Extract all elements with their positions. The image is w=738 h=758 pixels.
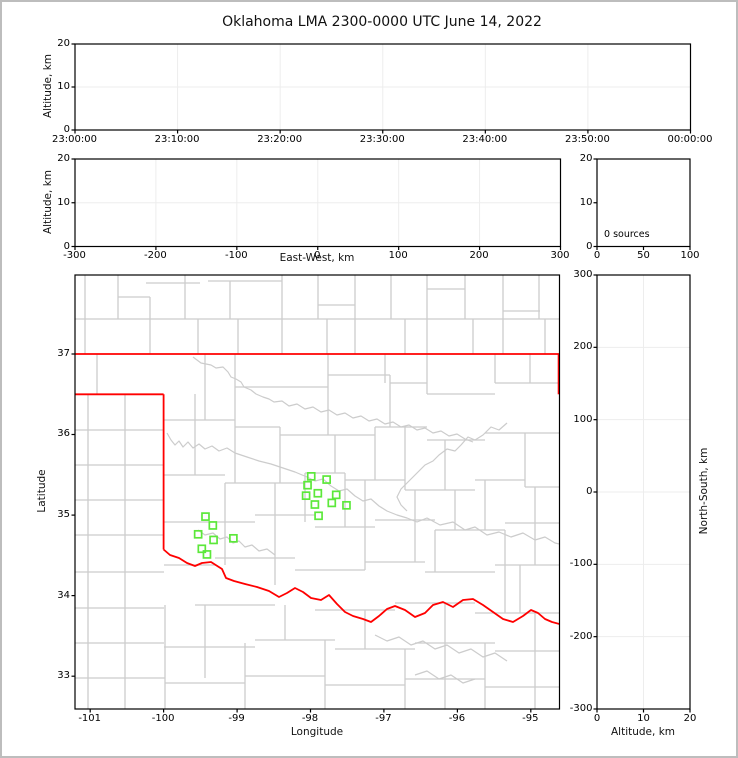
ns-panel-ylabel: North-South, km: [698, 447, 710, 535]
x-tick-label: -95: [522, 712, 539, 724]
y-tick-label: 10: [579, 196, 593, 208]
panel-time-height-plot: [71, 43, 691, 134]
panel-map-plot: [71, 274, 560, 713]
y-tick-label: 100: [573, 413, 593, 425]
x-tick-label: 23:40:00: [462, 133, 508, 145]
x-tick-label: 100: [388, 250, 408, 261]
source-marker: [207, 521, 217, 530]
x-tick-label: 00:00:00: [667, 133, 713, 145]
y-tick-label: 20: [57, 153, 70, 164]
x-tick-label: 200: [469, 250, 489, 261]
x-tick-label: -96: [448, 712, 466, 724]
x-tick-label: 23:20:00: [257, 133, 303, 145]
x-tick-label: 23:30:00: [359, 133, 405, 145]
source-marker: [302, 480, 312, 490]
y-tick-label: 0: [63, 240, 70, 252]
source-marker: [196, 544, 206, 554]
x-tick-label: -100: [151, 712, 175, 724]
source-marker: [321, 475, 331, 484]
x-tick-label: 50: [637, 250, 650, 261]
panel-ns-height-plot: [593, 274, 691, 713]
y-tick-label: 10: [57, 81, 70, 92]
x-tick-label: 0: [593, 250, 601, 261]
source-marker: [313, 511, 323, 521]
x-tick-label: 0: [314, 250, 321, 261]
y-tick-label: 20: [57, 38, 70, 49]
source-marker: [193, 529, 202, 539]
y-tick-label: 300: [573, 269, 593, 280]
y-tick-label: -100: [569, 558, 593, 570]
x-tick-label: 23:00:00: [52, 133, 97, 145]
x-tick-label: -200: [144, 250, 167, 261]
y-tick-label: 33: [57, 670, 70, 682]
lightning-source-markers: [193, 471, 351, 559]
figure-title: Oklahoma LMA 2300-0000 UTC June 14, 2022: [222, 14, 542, 30]
y-tick-label: 34: [57, 589, 70, 601]
county-boundaries-layer: [74, 275, 559, 709]
y-tick-label: 10: [57, 196, 70, 208]
source-marker: [310, 500, 319, 509]
source-marker: [341, 500, 351, 510]
x-tick-label: 23:10:00: [154, 133, 200, 145]
x-tick-label: -97: [375, 712, 392, 724]
source-marker: [331, 490, 341, 500]
y-tick-label: 0: [586, 240, 593, 252]
y-tick-label: -300: [569, 703, 593, 714]
y-tick-label: 35: [57, 509, 70, 521]
x-tick-label: 20: [683, 712, 697, 724]
map-xlabel: Longitude: [290, 726, 344, 738]
x-tick-label: -300: [63, 250, 86, 261]
x-tick-label: 100: [680, 250, 700, 261]
panel-histogram-plot: [593, 158, 691, 250]
y-tick-label: 0: [63, 124, 70, 135]
ew-panel-xlabel: East-West, km: [279, 252, 355, 264]
y-tick-label: -200: [569, 630, 593, 642]
x-tick-label: -98: [301, 712, 319, 724]
y-tick-label: 36: [57, 428, 70, 440]
source-marker: [312, 488, 322, 498]
source-marker: [208, 535, 218, 545]
map-ylabel: Latitude: [36, 469, 48, 513]
y-tick-label: 0: [586, 486, 593, 497]
source-marker: [202, 550, 211, 559]
x-tick-label: 300: [550, 250, 570, 261]
x-tick-label: 23:50:00: [564, 133, 610, 145]
y-tick-label: 37: [57, 348, 70, 359]
x-tick-label: -100: [224, 250, 248, 261]
source-marker: [228, 533, 238, 543]
state-border-layer: [74, 353, 559, 625]
source-marker: [326, 498, 336, 508]
source-count-annotation: 0 sources: [604, 229, 650, 240]
y-tick-label: 20: [579, 153, 593, 164]
y-tick-label: 200: [573, 341, 593, 353]
x-tick-label: -99: [228, 712, 245, 724]
x-tick-label: 10: [637, 712, 650, 724]
x-tick-label: 0: [593, 712, 601, 724]
panel-ew-height-plot: [71, 158, 561, 250]
source-marker: [306, 471, 316, 481]
ns-panel-xlabel: Altitude, km: [610, 726, 675, 738]
source-marker: [200, 512, 210, 521]
x-tick-label: -101: [78, 712, 102, 724]
source-marker: [301, 491, 310, 501]
